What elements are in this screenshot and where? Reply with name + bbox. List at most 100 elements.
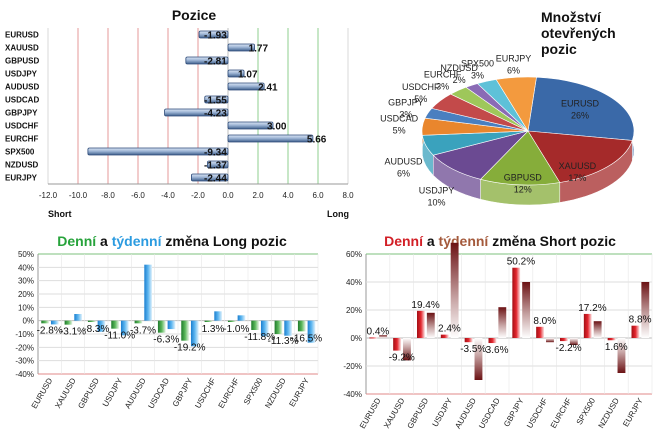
- category-label-usdcad: USDCAD: [477, 396, 502, 430]
- x-tick-label: -2.0: [191, 191, 205, 200]
- pie-slice-xauusd: [527, 130, 633, 183]
- title-part: Denní: [384, 233, 424, 249]
- y-tick-label: 30%: [18, 277, 34, 286]
- bar-t-denn-eurjpy: [307, 320, 316, 343]
- title-part: a: [423, 233, 439, 249]
- value-label-spx500: 17.2%: [578, 303, 606, 314]
- position-bar-nzdusd: [207, 160, 229, 169]
- y-tick-label: 50%: [18, 250, 34, 259]
- bar-denn-nzdusd: [607, 338, 616, 341]
- bar-denn-eurchf: [560, 338, 568, 342]
- title-part: změna Long pozic: [162, 233, 287, 249]
- long-change-gridlines: 50% 40% 30% 20% 10% 0% -10% -20% -30% -40%: [15, 250, 319, 379]
- category-label-usdcad: USDCAD: [146, 376, 171, 410]
- position-bar-gbpjpy: [164, 108, 229, 117]
- pie-slice-percent-usdjpy: 10%: [428, 198, 446, 208]
- pie-slice-percent-nzdusd: 2%: [453, 75, 466, 85]
- pie-slice-label-usdchf: USDCHF: [402, 82, 440, 92]
- pie-slice-percent-usdchf: 5%: [414, 94, 427, 104]
- pie-title-line: otevřených: [541, 25, 616, 41]
- pie-slice-labels: EURUSD 26% XAUUSD 17% GBPUSD 12% USDJPY 10% AUDU…: [380, 54, 599, 208]
- bar-denn-spx500: [251, 320, 259, 330]
- y-tick-label: 0%: [350, 334, 362, 343]
- positions-x-tick-labels: -12.0 -10.0 -8.0 -6.0 -4.0 -2.0 0.0 2.0 4.0 6.0 8.…: [39, 191, 354, 200]
- pie-slice-label-usdcad: USDCAD: [380, 114, 419, 124]
- bar-t-denn-gbpjpy: [522, 282, 531, 338]
- value-label-usdchf: 8.0%: [533, 316, 556, 327]
- pie-slice-label-gbpusd: GBPUSD: [504, 172, 543, 182]
- value-label-gbpusd: -8.3%: [83, 324, 109, 335]
- y-tick-label: 40%: [346, 278, 362, 287]
- category-label-gbpjpy: GBPJPY: [5, 109, 38, 118]
- value-label-eurjpy: 8.8%: [629, 315, 652, 326]
- pie-slice-label-gbpjpy: GBPJPY: [388, 97, 424, 107]
- value-label-usdcad: -6.3%: [153, 335, 179, 346]
- position-value-label-spx500: -9.34: [204, 148, 227, 159]
- short-change-chart: Denní a týdenní změna Short pozic 60% 40%…: [343, 233, 653, 430]
- bar-t-denn-gbpusd: [97, 320, 106, 332]
- category-label-nzdusd: NZDUSD: [263, 376, 288, 410]
- positions-chart-title: Pozice: [172, 7, 217, 23]
- bar-denn-eurusd: [369, 337, 378, 339]
- bar-t-denn-usdchf: [546, 338, 554, 343]
- pie-slice-eurjpy: [495, 76, 537, 132]
- value-label-gbpusd: 19.4%: [411, 300, 439, 311]
- short-change-value-labels: 0.4% -9.2% 19.4% 2.4% -3.5% 3.6% 50.2% 8.0% -2.2…: [367, 257, 652, 364]
- bar-denn-gbpusd: [417, 310, 425, 338]
- position-value-label-usdjpy: 1.07: [238, 70, 258, 81]
- bar-denn-gbpusd: [87, 320, 96, 322]
- positions-gridlines: [47, 28, 349, 185]
- position-value-label-eurjpy: -2.44: [204, 174, 227, 185]
- category-label-audusd: AUDUSD: [453, 396, 478, 430]
- bar-denn-audusd: [134, 320, 143, 324]
- value-label-audusd: -3.5%: [460, 344, 486, 355]
- value-label-spx500: -11.8%: [244, 332, 275, 343]
- short-change-category-labels: EURUSD XAUUSD GBPUSD USDJPY AUDUSD USDCAD GBPJ…: [358, 396, 645, 430]
- category-label-eurjpy: EURJPY: [287, 376, 311, 408]
- short-change-chart-title: Denní a týdenní změna Short pozic: [384, 233, 616, 249]
- category-label-eurjpy: EURJPY: [5, 174, 38, 183]
- x-tick-label: -6.0: [131, 191, 145, 200]
- category-label-xauusd: XAUUSD: [53, 376, 78, 410]
- x-tick-label: 6.0: [312, 191, 324, 200]
- title-part: Denní: [57, 233, 97, 249]
- pie-slice-label-nzdusd: NZDUSD: [440, 63, 478, 73]
- category-label-gbpusd: GBPUSD: [5, 57, 39, 66]
- pie-slice-label-eurusd: EURUSD: [561, 99, 600, 109]
- value-label-eurusd: 0.4%: [367, 326, 390, 337]
- position-bar-eurusd: [198, 30, 229, 39]
- bar-denn-usdcad: [488, 338, 497, 344]
- category-label-eurusd: EURUSD: [358, 396, 383, 430]
- value-label-eurchf: -1.0%: [223, 324, 249, 335]
- position-bar-usdchf: [227, 121, 274, 130]
- bar-t-denn-nzdusd: [284, 320, 292, 336]
- pie-slice-percent-audusd: 6%: [397, 169, 410, 179]
- bar-denn-eurusd: [41, 320, 49, 324]
- category-label-eurusd: EURUSD: [5, 31, 39, 40]
- short-change-gridlines: 60% 40% 20% 0% -20% -40%: [343, 250, 653, 399]
- category-label-xauusd: XAUUSD: [382, 396, 407, 430]
- short-label: Short: [48, 209, 72, 219]
- bar-denn-gbpjpy: [181, 320, 189, 341]
- value-label-eurjpy: -16.5%: [290, 333, 322, 344]
- position-value-label-audusd: 2.41: [258, 83, 278, 94]
- position-value-label-eurusd: -1.93: [204, 31, 227, 42]
- category-label-eurchf: EURCHF: [5, 135, 38, 144]
- category-label-usdchf: USDCHF: [193, 376, 218, 409]
- category-label-nzdusd: NZDUSD: [5, 161, 39, 170]
- pie-slice-label-eurjpy: EURJPY: [496, 54, 532, 64]
- pie-title-line: Množství: [541, 9, 602, 25]
- bar-t-denn-gbpjpy: [190, 320, 199, 347]
- bar-t-denn-usdjpy: [450, 242, 459, 338]
- pie-title-line: pozic: [541, 41, 577, 57]
- bar-denn-eurjpy: [297, 320, 306, 332]
- y-tick-label: 20%: [18, 290, 34, 299]
- bar-denn-xauusd: [64, 320, 73, 325]
- bar-t-denn-spx500: [593, 321, 602, 338]
- x-tick-label: 8.0: [342, 191, 354, 200]
- value-label-xauusd: -3.1%: [60, 327, 86, 338]
- position-bar-eurchf: [227, 134, 314, 143]
- y-tick-label: -30%: [15, 357, 34, 366]
- title-part: týdenní: [112, 233, 163, 249]
